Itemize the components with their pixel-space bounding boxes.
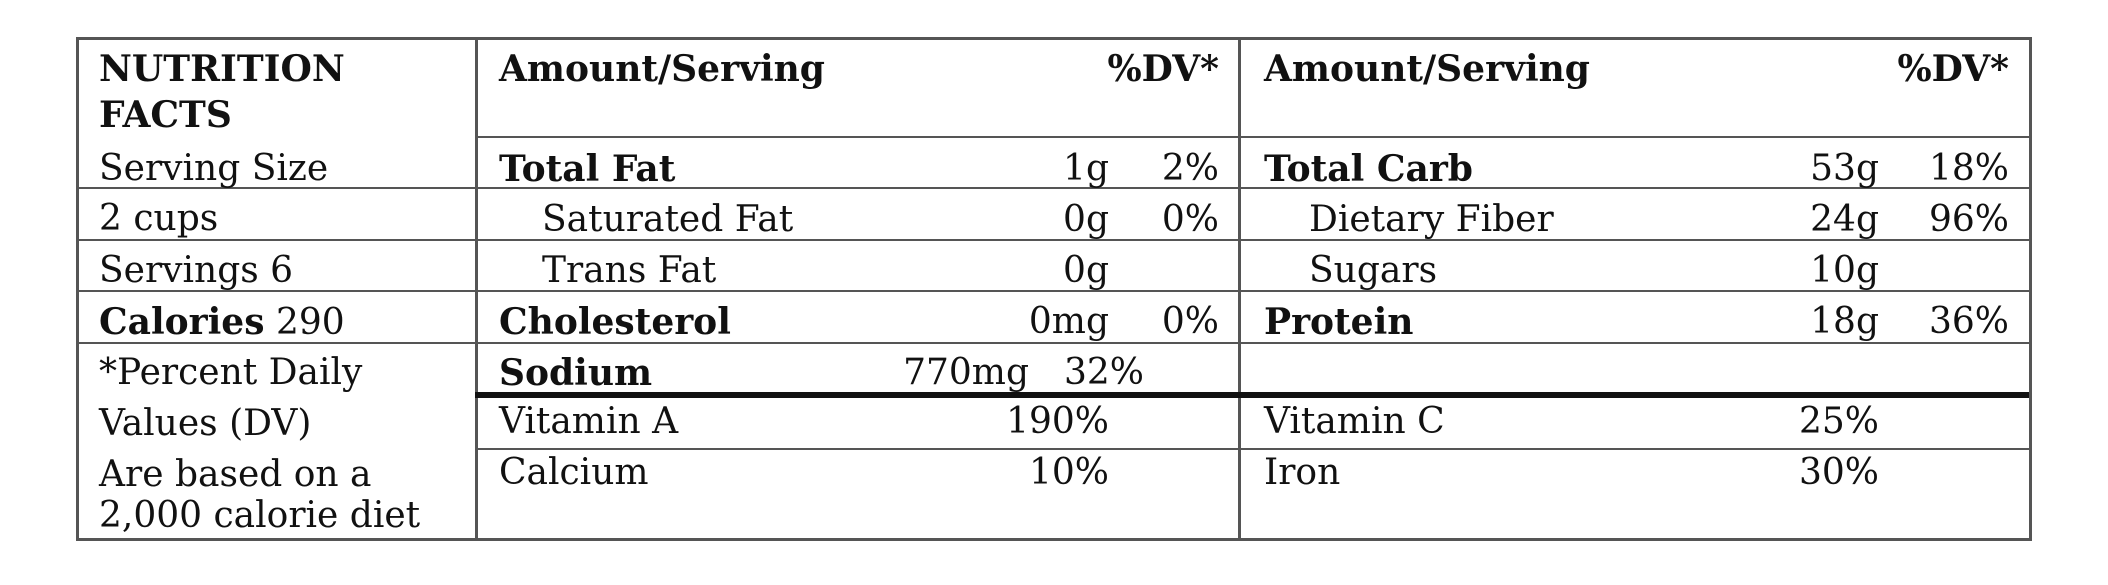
serving-size-label: Serving Size — [99, 148, 329, 189]
nutrient-name: Sodium — [499, 352, 653, 394]
right-dv-header: %DV* — [1897, 48, 2009, 90]
nutrition-facts-table: NUTRITION FACTS Amount/Serving %DV* Amou… — [76, 37, 2032, 541]
column-divider-1 — [475, 40, 478, 538]
footnote-line: Values (DV) — [99, 403, 312, 444]
nutrient-amount: 10g — [1810, 250, 1879, 291]
calories-value: 290 — [275, 302, 345, 343]
nutrient-amount: 770mg — [903, 352, 1029, 393]
mineral-value: 30% — [1798, 452, 1879, 493]
nutrient-name: Total Fat — [499, 148, 676, 190]
footnote-line: *Percent Daily — [99, 352, 363, 393]
nutrient-dv: 96% — [1928, 199, 2009, 240]
vitamin-value: 190% — [1006, 401, 1109, 442]
nutrient-dv: 0% — [1161, 301, 1219, 342]
nutrient-name: Dietary Fiber — [1309, 199, 1554, 240]
vitamin-separator-rule — [475, 392, 2029, 398]
nutrient-name: Sugars — [1309, 250, 1438, 291]
row-rule — [79, 239, 2029, 241]
servings-count: Servings 6 — [99, 250, 294, 291]
title-line-2: FACTS — [99, 94, 232, 136]
footnote-line: 2,000 calorie diet — [99, 495, 421, 536]
nutrient-name: Trans Fat — [542, 250, 717, 291]
row-rule — [79, 187, 2029, 189]
column-divider-2 — [1238, 40, 1241, 538]
vitamin-value: 25% — [1798, 401, 1879, 442]
serving-size-value: 2 cups — [99, 198, 219, 239]
nutrient-name: Cholesterol — [499, 301, 731, 343]
nutrient-dv: 18% — [1928, 148, 2009, 189]
nutrient-dv: 2% — [1161, 148, 1219, 189]
title-line-1: NUTRITION — [99, 48, 345, 90]
vitamin-name: Vitamin C — [1264, 401, 1445, 442]
nutrient-name: Total Carb — [1264, 148, 1473, 190]
row-rule — [79, 342, 2029, 344]
footnote-line: Are based on a — [99, 454, 372, 495]
vitamin-name: Vitamin A — [499, 401, 679, 442]
right-amount-header: Amount/Serving — [1264, 48, 1590, 90]
left-amount-header: Amount/Serving — [499, 48, 825, 90]
mineral-name: Iron — [1264, 452, 1341, 493]
row-rule — [79, 290, 2029, 292]
nutrient-dv: 32% — [1063, 352, 1144, 393]
row-rule — [475, 448, 2029, 450]
nutrient-amount: 24g — [1810, 199, 1879, 240]
nutrient-dv: 36% — [1928, 301, 2009, 342]
mineral-name: Calcium — [499, 452, 649, 493]
calories-label: Calories — [99, 301, 265, 343]
nutrient-amount: 53g — [1810, 148, 1879, 189]
nutrient-amount: 1g — [1063, 148, 1109, 189]
nutrient-name: Saturated Fat — [542, 199, 794, 240]
nutrient-amount: 0g — [1063, 250, 1109, 291]
mineral-value: 10% — [1028, 452, 1109, 493]
nutrient-dv: 0% — [1161, 199, 1219, 240]
nutrient-name: Protein — [1264, 301, 1414, 343]
nutrient-amount: 18g — [1810, 301, 1879, 342]
nutrient-amount: 0mg — [1028, 301, 1109, 342]
calories-line: Calories 290 — [99, 297, 345, 348]
left-dv-header: %DV* — [1107, 48, 1219, 90]
header-rule — [475, 136, 2029, 138]
nutrient-amount: 0g — [1063, 199, 1109, 240]
